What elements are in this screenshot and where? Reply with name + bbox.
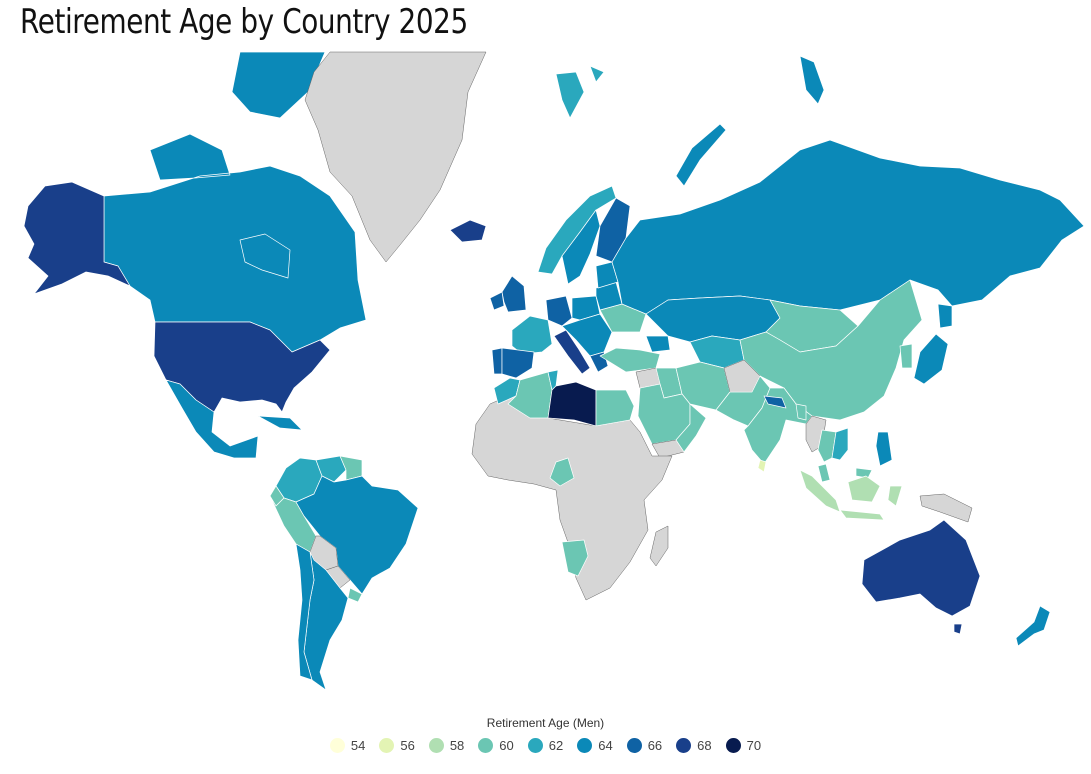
country-uruguay (347, 587, 363, 603)
country-peru (269, 495, 317, 553)
country-nepal (763, 395, 787, 409)
legend-item-58[interactable]: 58 (428, 738, 465, 753)
legend-label: 66 (647, 738, 663, 753)
country-germany (545, 295, 573, 327)
legend-swatch (379, 738, 395, 753)
legend-item-54[interactable]: 54 (329, 738, 366, 753)
country-egypt (595, 389, 635, 427)
legend-label: 70 (746, 738, 762, 753)
country-portugal (491, 347, 503, 375)
legend-label: 64 (598, 738, 613, 753)
legend-item-68[interactable]: 68 (676, 738, 712, 753)
country-cameroon (549, 457, 575, 487)
country-philippines (875, 431, 893, 467)
legend-item-56[interactable]: 56 (379, 738, 415, 753)
country-namibia (561, 539, 589, 577)
legend-swatch (428, 738, 444, 753)
country-venezuela (315, 455, 347, 483)
legend-title: Retirement Age (Men) (486, 716, 605, 730)
country-spain (501, 347, 535, 379)
legend-swatch (478, 738, 494, 753)
region-java (839, 509, 885, 521)
country-thailand (817, 429, 837, 463)
region-caucasus (645, 335, 671, 353)
legend: Retirement Age (Men) 54 56 58 60 62 64 6… (0, 716, 1091, 753)
region-novaya-zemlya (675, 55, 825, 187)
legend-swatch (329, 738, 345, 753)
legend-swatch (725, 738, 741, 753)
legend-label: 62 (548, 738, 564, 753)
country-oman (675, 403, 707, 453)
country-ireland (489, 291, 505, 311)
country-bangladesh (795, 403, 807, 421)
legend-label: 56 (400, 738, 415, 753)
legend-swatch (577, 738, 593, 753)
country-canada (103, 51, 367, 353)
legend-item-62[interactable]: 62 (527, 738, 564, 753)
country-iceland (449, 219, 487, 243)
legend-swatch (676, 738, 692, 753)
region-new-guinea (919, 493, 973, 523)
country-cuba (257, 415, 303, 431)
country-turkey (599, 347, 661, 373)
country-france (511, 315, 553, 355)
country-mexico (165, 379, 259, 459)
region-tasmania (953, 623, 963, 635)
country-sri-lanka (757, 459, 767, 473)
legend-items: 54 56 58 60 62 64 66 68 70 (0, 738, 1091, 753)
legend-item-70[interactable]: 70 (725, 738, 762, 753)
region-balkans (561, 313, 613, 357)
legend-label: 60 (499, 738, 514, 753)
legend-item-60[interactable]: 60 (478, 738, 514, 753)
region-greenland (304, 51, 487, 263)
region-borneo (847, 475, 881, 503)
legend-label: 58 (449, 738, 465, 753)
country-vietnam (831, 427, 849, 461)
region-svalbard (555, 65, 605, 119)
legend-swatch (527, 738, 543, 753)
country-uk (501, 275, 527, 313)
region-korea (899, 343, 913, 369)
legend-label: 54 (350, 738, 366, 753)
country-australia (861, 519, 981, 617)
legend-swatch (626, 738, 642, 753)
world-map (23, 51, 1085, 691)
country-new-zealand (1015, 605, 1051, 647)
legend-item-66[interactable]: 66 (626, 738, 663, 753)
region-alaska (23, 181, 131, 295)
country-chile (295, 543, 315, 681)
country-japan (913, 303, 953, 385)
region-sumatra (799, 469, 841, 513)
legend-label: 68 (697, 738, 712, 753)
country-madagascar (649, 525, 669, 567)
region-sulawesi (887, 485, 903, 507)
legend-item-64[interactable]: 64 (577, 738, 613, 753)
country-sweden (561, 209, 601, 285)
map-title: Retirement Age by Country 2025 (20, 2, 468, 42)
